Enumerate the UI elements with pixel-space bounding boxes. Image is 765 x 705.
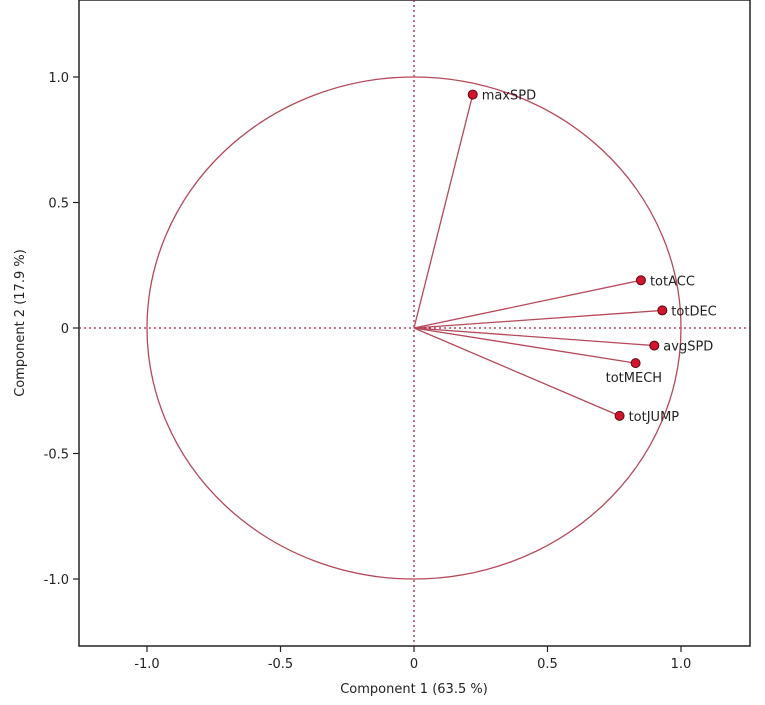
point-totACC: [635, 275, 646, 286]
x-tick-label: 0.5: [537, 657, 558, 672]
point-totMECH: [630, 358, 641, 369]
reference-lines: [79, 0, 750, 646]
point-maxSPD: [467, 89, 478, 100]
loading-points: [467, 89, 668, 421]
point-labels: maxSPD totACC totDEC avgSPD totMECH totJUMP: [482, 89, 717, 425]
point-label-maxSPD: maxSPD: [482, 89, 536, 104]
x-tick-label: -1.0: [134, 657, 159, 672]
point-totDEC: [657, 305, 668, 316]
point-label-totACC: totACC: [650, 274, 695, 289]
y-tick-label: 1.0: [48, 71, 69, 86]
y-axis-ticks: 1.0 0.5 0 -0.5 -1.0: [44, 71, 79, 588]
vector-totMECH: [413, 327, 636, 364]
x-tick-label: -0.5: [268, 657, 293, 672]
vector-totACC: [413, 279, 642, 329]
y-tick-label: 0.5: [48, 197, 69, 212]
vector-avgSPD: [413, 327, 655, 347]
vector-totJUMP: [413, 327, 620, 417]
y-tick-label: -0.5: [44, 448, 69, 463]
x-axis-label: Component 1 (63.5 %): [340, 682, 488, 697]
point-label-totDEC: totDEC: [671, 304, 716, 319]
y-tick-label: 0: [61, 322, 69, 337]
y-axis-label: Component 2 (17.9 %): [13, 249, 28, 397]
point-label-totMECH: totMECH: [606, 371, 662, 386]
x-axis-ticks: -1.0 -0.5 0 0.5 1.0: [134, 646, 691, 672]
point-avgSPD: [649, 340, 660, 351]
unit-circle-outline: [146, 76, 682, 580]
point-label-totJUMP: totJUMP: [629, 410, 680, 425]
loading-vectors: [413, 94, 663, 417]
vector-totDEC: [413, 309, 663, 329]
x-tick-label: 1.0: [671, 657, 692, 672]
point-label-avgSPD: avgSPD: [663, 340, 713, 355]
point-totJUMP: [614, 410, 625, 421]
x-tick-label: 0: [410, 657, 418, 672]
y-tick-label: -1.0: [44, 573, 69, 588]
vector-maxSPD: [413, 94, 474, 329]
